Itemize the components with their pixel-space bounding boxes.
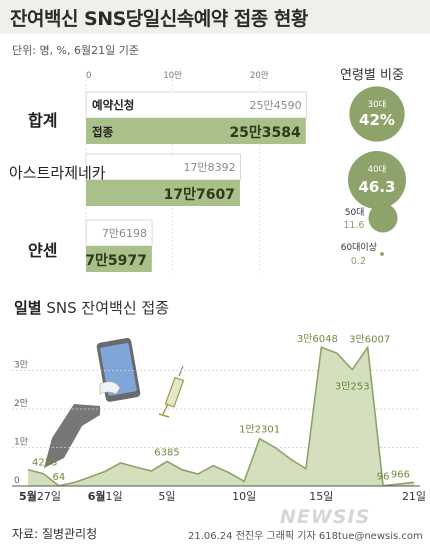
unit-note: 단위: 명, %, 6월21일 기준 [12,44,139,57]
daily-chart-title: 일별 SNS 잔여백신 접종 [14,297,169,318]
bar-tick-label: 10만 [163,71,182,81]
age-label-30s: 30대 [368,100,387,110]
vaccinated-value-label: 7만5977 [85,253,147,269]
daily-point-label: 3만6007 [349,333,390,345]
daily-point-label: 6385 [154,447,179,458]
daily-x-tick-day: 21일 [402,489,426,503]
reserve-bar [85,219,153,247]
age-share-title: 연령별 비중 [340,68,404,83]
age-value-50s: 11.6 [343,220,364,231]
daily-x-tick-day: 27일 [37,489,61,503]
daily-x-tick-label: 6월1일 [88,489,123,503]
age-bubble-50s [368,203,398,233]
daily-point-label: 64 [53,472,66,483]
daily-point-label: 3만6048 [297,333,338,345]
daily-x-tick-label: 5일 [158,489,175,503]
daily-point-label: 966 [391,469,410,480]
legend-reserve-label: 예약신청 [92,98,134,112]
reserve-value-label: 17만8392 [183,161,235,174]
daily-x-tick-label: 21일 [402,489,426,503]
age-value-40s: 46.3 [358,178,395,196]
legend-vaccinated-label: 접종 [92,125,114,139]
age-value-30s: 42% [359,111,395,129]
row-label-total: 합계 [28,111,58,130]
vaccinated-value-label: 17만7607 [164,187,235,203]
daily-x-tick-label: 10일 [232,489,256,503]
daily-area-chart: 3만 2만 1만 0 4253 64 6385 1만2301 3만6048 3만253 3만600… [12,333,426,503]
daily-y-tick-label: 0 [14,476,20,486]
age-label-40s: 40대 [368,165,387,175]
daily-title-rest: SNS 잔여백신 접종 [46,299,169,317]
vaccinated-value-label: 25만3584 [229,125,301,141]
daily-y-tick-label: 2만 [14,398,28,409]
daily-x-tick-day: 1일 [106,489,123,503]
daily-x-tick-label: 15일 [309,489,333,503]
row-label-astrazeneca: 아스트라제네카 [9,164,106,182]
bar-tick-label: 0 [86,71,91,81]
daily-x-tick-day: 10일 [232,489,256,503]
daily-point-label: 1만2301 [239,424,280,436]
vaccinated-bar [86,118,306,144]
daily-line [27,345,415,487]
daily-x-tick-label: 5월27일 [19,489,61,503]
vaccinated-bar [86,246,152,272]
vaccinated-bar [86,180,240,206]
reserve-value-label: 25만4590 [250,99,302,112]
age-bubble-60s [380,252,384,256]
daily-y-tick-label: 1만 [14,437,28,448]
age-label-50s: 50대 [345,207,365,218]
credit-note: 21.06.24 전진우 그래픽 기자 618tue@newsis.com [188,531,423,542]
bar-tick-label: 20만 [250,71,269,81]
title-band [0,0,430,34]
daily-x-tick-month: 6월 [88,489,106,503]
daily-title-bold: 일별 [14,299,42,317]
row-label-janssen: 얀센 [28,241,58,260]
daily-x-tick-month: 5월 [19,489,37,503]
reserve-bar [85,153,242,181]
phone-syringe-illustration [44,337,185,468]
daily-point-label: 4253 [32,458,57,469]
daily-x-tick-day: 5일 [158,489,175,503]
reserve-value-label: 7만6198 [102,227,147,240]
newsis-watermark: NEWSIS [280,506,371,528]
daily-point-label: 96 [377,472,390,483]
daily-x-tick-day: 15일 [309,489,333,503]
daily-point-label: 3만253 [335,381,370,393]
age-value-60s: 0.2 [351,256,366,267]
age-bubble-40s [348,151,406,209]
source-note: 자료: 질병관리청 [12,527,98,541]
daily-y-tick-label: 3만 [14,360,28,371]
page-title: 잔여백신 SNS당일신속예약 접종 현황 [10,8,308,30]
age-bubble-30s [349,86,405,142]
age-label-60s: 60대이상 [341,242,377,253]
